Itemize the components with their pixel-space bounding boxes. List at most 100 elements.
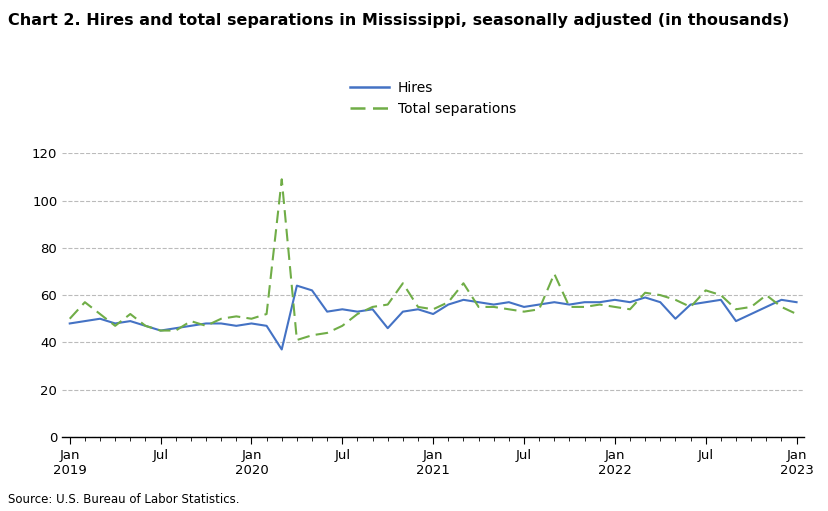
Total separations — [503, 306, 513, 312]
Hires — [337, 306, 347, 312]
Total separations — [367, 304, 377, 310]
Hires — [201, 320, 211, 327]
Total separations — [383, 301, 392, 308]
Line: Hires: Hires — [70, 286, 796, 350]
Total separations — [201, 323, 211, 329]
Hires — [700, 299, 710, 305]
Hires — [367, 306, 377, 312]
Hires — [473, 299, 483, 305]
Total separations — [306, 332, 316, 338]
Total separations — [262, 311, 272, 317]
Total separations — [246, 316, 256, 322]
Total separations — [216, 316, 226, 322]
Total separations — [352, 311, 362, 317]
Total separations — [95, 311, 105, 317]
Total separations — [685, 304, 695, 310]
Total separations — [428, 306, 438, 312]
Hires — [185, 323, 195, 329]
Total separations — [185, 318, 195, 324]
Hires — [549, 299, 559, 305]
Hires — [352, 309, 362, 315]
Hires — [412, 306, 422, 312]
Hires — [503, 299, 513, 305]
Hires — [383, 325, 392, 331]
Hires — [654, 299, 664, 305]
Total separations — [110, 323, 120, 329]
Hires — [322, 309, 332, 315]
Total separations — [776, 304, 786, 310]
Total separations — [140, 323, 150, 329]
Hires — [171, 325, 181, 331]
Total separations — [549, 271, 559, 277]
Hires — [65, 320, 75, 327]
Total separations — [564, 304, 574, 310]
Hires — [745, 311, 755, 317]
Total separations — [670, 297, 680, 303]
Legend: Hires, Total separations: Hires, Total separations — [350, 81, 515, 116]
Hires — [730, 318, 740, 324]
Hires — [110, 320, 120, 327]
Total separations — [79, 299, 89, 305]
Total separations — [745, 304, 755, 310]
Hires — [579, 299, 589, 305]
Total separations — [65, 316, 75, 322]
Hires — [95, 316, 105, 322]
Hires — [760, 304, 770, 310]
Hires — [715, 297, 725, 303]
Hires — [791, 299, 801, 305]
Hires — [518, 304, 528, 310]
Total separations — [458, 280, 468, 286]
Hires — [246, 320, 256, 327]
Total separations — [760, 292, 770, 298]
Line: Total separations: Total separations — [70, 179, 796, 340]
Hires — [216, 320, 226, 327]
Total separations — [412, 304, 422, 310]
Hires — [277, 346, 286, 353]
Hires — [564, 301, 574, 308]
Total separations — [125, 311, 135, 317]
Total separations — [791, 311, 801, 317]
Total separations — [397, 280, 407, 286]
Hires — [231, 323, 241, 329]
Total separations — [624, 306, 634, 312]
Total separations — [337, 323, 347, 329]
Hires — [443, 301, 453, 308]
Total separations — [231, 313, 241, 319]
Total separations — [654, 292, 664, 298]
Hires — [306, 287, 316, 293]
Total separations — [322, 330, 332, 336]
Hires — [140, 323, 150, 329]
Hires — [685, 301, 695, 308]
Hires — [458, 297, 468, 303]
Hires — [291, 283, 301, 289]
Hires — [670, 316, 680, 322]
Total separations — [277, 176, 286, 182]
Total separations — [715, 292, 725, 298]
Total separations — [639, 290, 649, 296]
Hires — [428, 311, 438, 317]
Total separations — [518, 309, 528, 315]
Hires — [624, 299, 634, 305]
Text: Source: U.S. Bureau of Labor Statistics.: Source: U.S. Bureau of Labor Statistics. — [8, 493, 239, 506]
Hires — [79, 318, 89, 324]
Total separations — [594, 301, 604, 308]
Hires — [639, 294, 649, 300]
Total separations — [579, 304, 589, 310]
Total separations — [156, 328, 166, 334]
Hires — [594, 299, 604, 305]
Total separations — [730, 306, 740, 312]
Hires — [489, 301, 498, 308]
Hires — [533, 301, 543, 308]
Total separations — [609, 304, 619, 310]
Hires — [125, 318, 135, 324]
Total separations — [473, 304, 483, 310]
Text: Chart 2. Hires and total separations in Mississippi, seasonally adjusted (in tho: Chart 2. Hires and total separations in … — [8, 13, 789, 28]
Total separations — [700, 287, 710, 293]
Total separations — [171, 328, 181, 334]
Hires — [776, 297, 786, 303]
Hires — [397, 309, 407, 315]
Total separations — [489, 304, 498, 310]
Total separations — [291, 337, 301, 343]
Hires — [262, 323, 272, 329]
Total separations — [443, 299, 453, 305]
